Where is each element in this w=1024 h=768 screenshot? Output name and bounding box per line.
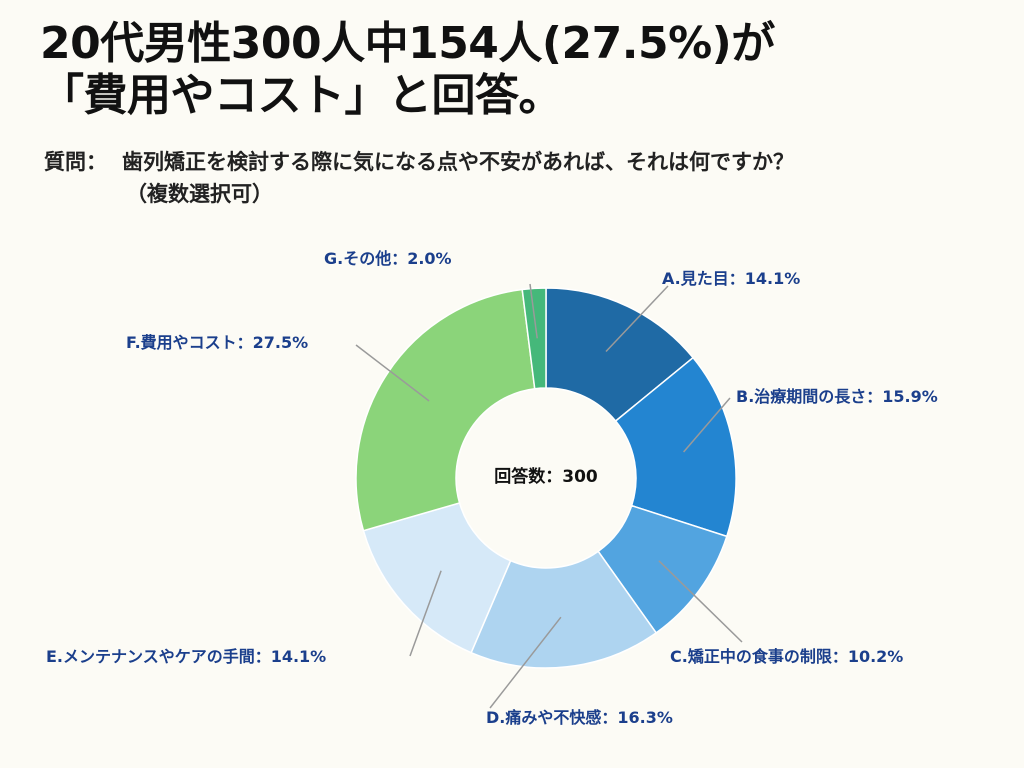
question-note: （複数選択可） [126, 182, 273, 206]
question-block: 歯列矯正を検討する際に気になる点や不安があれば、それは何ですか？ （複数選択可） [122, 146, 1002, 210]
leader-line-a [605, 285, 669, 353]
donut-slice-d [470, 550, 658, 669]
slice-label-f: F.費用やコスト：27.5% [126, 333, 308, 352]
leader-line-f [355, 344, 430, 402]
leader-line-g [529, 283, 538, 339]
donut-slice-f [355, 288, 536, 532]
leader-lines [355, 283, 743, 709]
slice-label-b: B.治療期間の長さ：15.9% [736, 387, 938, 406]
leader-line-e [409, 570, 442, 657]
headline-line-1: 20代男性300人中154人(27.5%)が [40, 18, 775, 69]
question-label: 質問： [44, 150, 107, 174]
slice-label-d: D.痛みや不快感：16.3% [486, 708, 673, 727]
slice-labels: A.見た目：14.1% B.治療期間の長さ：15.9% C.矯正中の食事の制限：10… [46, 249, 938, 727]
question-text: 歯列矯正を検討する際に気になる点や不安があれば、それは何ですか？ [122, 150, 794, 174]
center-label: 回答数：300 [494, 466, 598, 487]
headline-line-2: 「費用やコスト」と回答。 [40, 70, 563, 121]
slice-label-c: C.矯正中の食事の制限：10.2% [670, 647, 903, 666]
leader-line-b [683, 397, 731, 453]
slice-label-a: A.見た目：14.1% [662, 269, 800, 288]
slice-label-e: E.メンテナンスやケアの手間：14.1% [46, 647, 326, 666]
leader-line-c [658, 560, 743, 643]
donut-slices [355, 287, 737, 669]
slice-label-g: G.その他：2.0% [324, 249, 452, 268]
headline: 20代男性300人中154人(27.5%)が 「費用やコスト」と回答。 [40, 18, 1000, 122]
donut-slice-b [614, 356, 737, 538]
leader-line-d [489, 616, 562, 709]
